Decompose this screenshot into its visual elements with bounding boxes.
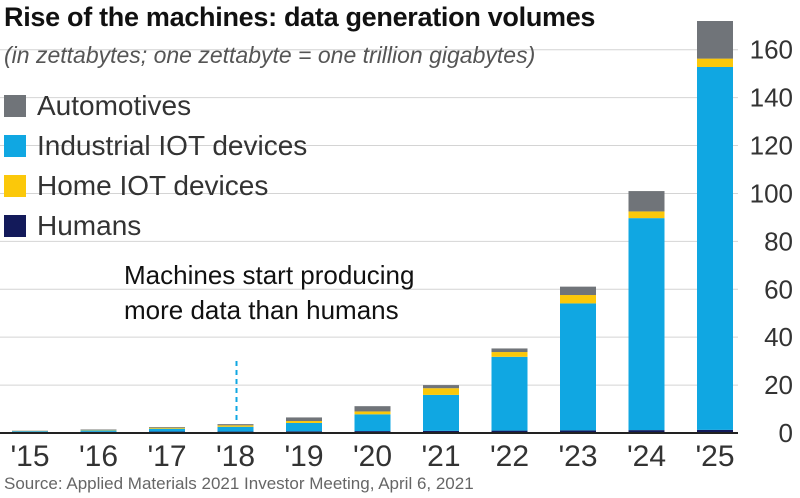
legend-item-humans: Humans [4,206,307,246]
annotation-line-1: Machines start producing [124,260,415,290]
legend: Automotives Industrial IOT devices Home … [4,86,307,246]
bar-industrial-iot-devices-5 [286,422,322,432]
bar-automotives-10 [628,191,665,212]
bar-humans-9 [560,430,596,433]
bar-automotives-11 [697,21,733,59]
x-tick-label-2: '16 [79,440,118,473]
legend-swatch-humans [4,215,26,237]
y-tick-label-160: 160 [750,35,793,65]
legend-label-industrial-iot: Industrial IOT devices [37,130,308,161]
bar-automotives-4 [217,424,254,426]
legend-swatch-home-iot [4,175,26,197]
x-tick-label-7: '21 [421,440,460,473]
bar-industrial-iot-devices-3 [149,428,185,432]
legend-item-home-iot: Home IOT devices [4,166,307,206]
x-tick-label-9: '23 [558,440,597,473]
bar-industrial-iot-devices-8 [491,356,528,431]
bar-automotives-9 [560,286,596,296]
bar-home-iot-devices-9 [560,295,596,304]
bar-automotives-8 [491,348,528,353]
y-tick-label-100: 100 [750,178,793,208]
source-note: Source: Applied Materials 2021 Investor … [4,474,474,493]
x-tick-label-8: '22 [490,440,529,473]
bar-home-iot-devices-7 [423,388,459,395]
y-tick-label-0: 0 [779,418,793,448]
y-tick-label-40: 40 [764,322,793,352]
bar-humans-7 [423,430,459,433]
chart-annotation: Machines start producing more data than … [124,258,414,328]
y-tick-label-140: 140 [750,83,793,113]
bar-automotives-3 [149,427,185,428]
x-tick-label-11: '25 [695,440,734,473]
bar-humans-10 [628,430,665,433]
bar-home-iot-devices-11 [697,58,733,67]
legend-swatch-automotives [4,95,26,117]
bar-industrial-iot-devices-1 [12,431,48,432]
bar-industrial-iot-devices-6 [354,414,391,432]
bar-humans-8 [491,430,528,433]
y-tick-label-80: 80 [764,226,793,256]
legend-item-automotives: Automotives [4,86,307,126]
x-tick-label-3: '17 [147,440,186,473]
bar-automotives-6 [354,406,391,412]
y-tick-label-120: 120 [750,131,793,161]
bar-humans-11 [697,429,733,433]
annotation-line-2: more data than humans [124,295,399,325]
bar-home-iot-devices-4 [217,425,254,427]
legend-item-industrial-iot: Industrial IOT devices [4,126,307,166]
x-tick-label-1: '15 [10,440,49,473]
bar-industrial-iot-devices-9 [560,303,596,431]
legend-label-humans: Humans [37,210,142,241]
legend-swatch-industrial-iot [4,135,26,157]
chart-title: Rise of the machines: data generation vo… [4,2,596,32]
bar-home-iot-devices-5 [286,421,322,423]
y-tick-label-20: 20 [764,370,793,400]
bar-home-iot-devices-8 [491,352,528,357]
legend-label-home-iot: Home IOT devices [37,170,269,201]
bar-industrial-iot-devices-10 [628,218,665,431]
x-tick-label-5: '19 [284,440,323,473]
x-tick-label-10: '24 [627,440,666,473]
chart-subtitle: (in zettabytes; one zettabyte = one tril… [4,42,536,68]
bar-automotives-7 [423,385,459,389]
bar-industrial-iot-devices-4 [217,426,254,432]
bar-home-iot-devices-10 [628,211,665,219]
bar-home-iot-devices-3 [149,427,185,429]
y-tick-label-60: 60 [764,274,793,304]
legend-label-automotives: Automotives [37,90,192,121]
x-tick-label-4: '18 [216,440,255,473]
bar-industrial-iot-devices-11 [697,66,733,430]
bar-home-iot-devices-6 [354,411,391,415]
x-tick-label-6: '20 [353,440,392,473]
bar-automotives-5 [286,417,322,422]
bar-industrial-iot-devices-2 [80,430,117,432]
bar-industrial-iot-devices-7 [423,394,459,431]
